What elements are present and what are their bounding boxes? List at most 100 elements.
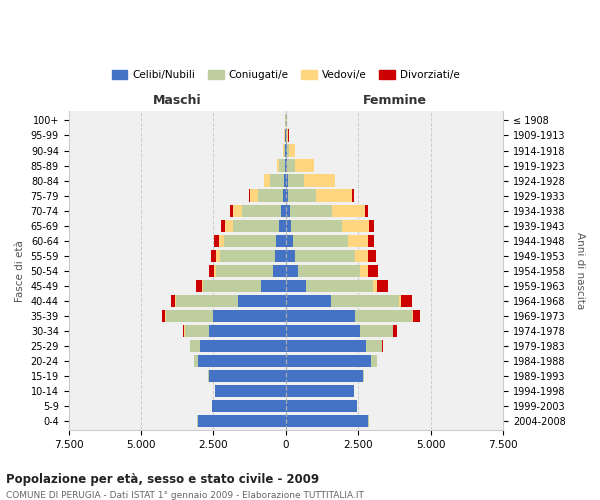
- Bar: [373, 280, 377, 292]
- Text: Femmine: Femmine: [362, 94, 427, 107]
- Bar: [361, 264, 368, 277]
- Bar: [286, 415, 368, 428]
- Bar: [286, 280, 306, 292]
- Bar: [200, 340, 286, 352]
- Bar: [295, 160, 314, 172]
- Bar: [194, 355, 197, 368]
- Bar: [285, 130, 286, 141]
- Bar: [171, 295, 175, 307]
- Bar: [286, 160, 287, 172]
- Bar: [304, 174, 335, 187]
- Bar: [176, 295, 238, 307]
- Bar: [281, 204, 286, 217]
- Bar: [190, 340, 200, 352]
- Bar: [214, 264, 217, 277]
- Bar: [162, 310, 166, 322]
- Bar: [212, 400, 286, 412]
- Text: COMUNE DI PERUGIA - Dati ISTAT 1° gennaio 2009 - Elaborazione TUTTITALIA.IT: COMUNE DI PERUGIA - Dati ISTAT 1° gennai…: [6, 491, 364, 500]
- Bar: [295, 250, 355, 262]
- Bar: [362, 370, 364, 382]
- Bar: [368, 234, 374, 247]
- Bar: [286, 325, 360, 337]
- Bar: [225, 220, 233, 232]
- Bar: [412, 310, 413, 322]
- Bar: [284, 174, 286, 187]
- Bar: [291, 220, 342, 232]
- Bar: [238, 295, 286, 307]
- Bar: [183, 325, 184, 337]
- Bar: [293, 234, 349, 247]
- Bar: [286, 174, 288, 187]
- Bar: [286, 220, 291, 232]
- Bar: [258, 190, 283, 202]
- Bar: [286, 204, 290, 217]
- Bar: [331, 295, 399, 307]
- Bar: [185, 325, 209, 337]
- Bar: [286, 310, 355, 322]
- Bar: [214, 234, 219, 247]
- Bar: [277, 160, 280, 172]
- Bar: [219, 234, 224, 247]
- Bar: [220, 250, 275, 262]
- Bar: [221, 220, 225, 232]
- Bar: [215, 385, 286, 398]
- Bar: [287, 130, 289, 141]
- Bar: [286, 400, 357, 412]
- Bar: [371, 355, 377, 368]
- Bar: [216, 250, 220, 262]
- Bar: [286, 190, 289, 202]
- Bar: [214, 310, 286, 322]
- Bar: [287, 160, 295, 172]
- Bar: [316, 190, 352, 202]
- Bar: [284, 144, 285, 156]
- Bar: [369, 220, 374, 232]
- Bar: [211, 250, 216, 262]
- Bar: [289, 144, 295, 156]
- Bar: [286, 370, 362, 382]
- Bar: [209, 325, 286, 337]
- Bar: [382, 340, 383, 352]
- Bar: [290, 204, 332, 217]
- Bar: [275, 250, 286, 262]
- Bar: [286, 130, 287, 141]
- Bar: [202, 280, 203, 292]
- Text: Maschi: Maschi: [153, 94, 202, 107]
- Bar: [413, 310, 420, 322]
- Bar: [230, 204, 233, 217]
- Bar: [265, 174, 269, 187]
- Bar: [287, 144, 289, 156]
- Bar: [352, 190, 353, 202]
- Text: Popolazione per età, sesso e stato civile - 2009: Popolazione per età, sesso e stato civil…: [6, 472, 319, 486]
- Bar: [280, 160, 285, 172]
- Bar: [224, 234, 277, 247]
- Bar: [233, 204, 242, 217]
- Bar: [279, 220, 286, 232]
- Bar: [298, 264, 361, 277]
- Bar: [332, 204, 365, 217]
- Bar: [288, 174, 304, 187]
- Bar: [360, 325, 393, 337]
- Bar: [399, 295, 401, 307]
- Bar: [285, 160, 286, 172]
- Y-axis label: Anni di nascita: Anni di nascita: [575, 232, 585, 310]
- Bar: [196, 280, 202, 292]
- Bar: [277, 234, 286, 247]
- Bar: [401, 295, 412, 307]
- Legend: Celibi/Nubili, Coniugati/e, Vedovi/e, Divorziati/e: Celibi/Nubili, Coniugati/e, Vedovi/e, Di…: [107, 66, 464, 84]
- Bar: [368, 264, 377, 277]
- Bar: [306, 280, 373, 292]
- Bar: [286, 385, 354, 398]
- Bar: [273, 264, 286, 277]
- Bar: [286, 295, 331, 307]
- Bar: [242, 204, 281, 217]
- Bar: [250, 190, 258, 202]
- Bar: [208, 370, 209, 382]
- Bar: [355, 310, 412, 322]
- Bar: [286, 234, 293, 247]
- Bar: [286, 355, 371, 368]
- Bar: [233, 220, 279, 232]
- Bar: [342, 220, 369, 232]
- Bar: [365, 204, 368, 217]
- Bar: [355, 250, 368, 262]
- Bar: [368, 250, 376, 262]
